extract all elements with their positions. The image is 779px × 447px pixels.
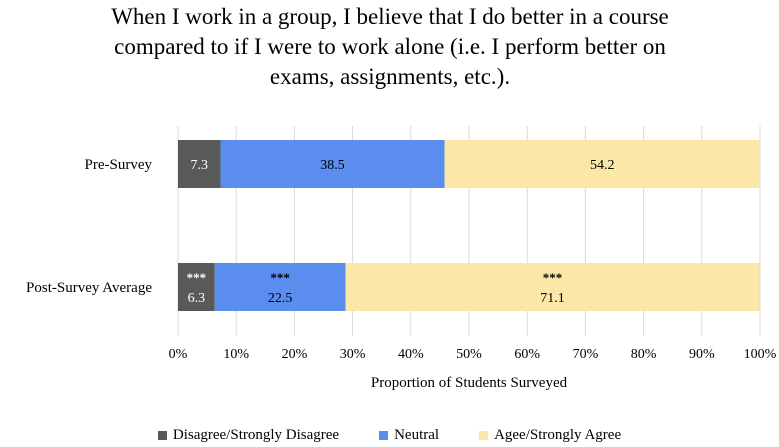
x-tick-label: 70% bbox=[573, 347, 599, 362]
bar-segment bbox=[178, 263, 215, 311]
legend-swatch-agree bbox=[479, 431, 489, 440]
significance-marker: *** bbox=[270, 270, 290, 285]
significance-marker: *** bbox=[543, 270, 563, 285]
legend-label-agree: Agee/Strongly Agree bbox=[494, 427, 622, 443]
legend: Disagree/Strongly Disagree Neutral Agee/… bbox=[0, 427, 779, 444]
bar-segment bbox=[220, 140, 445, 188]
legend-item-neutral: Neutral bbox=[379, 427, 439, 444]
x-tick-label: 60% bbox=[514, 347, 540, 362]
bar-segment bbox=[178, 140, 221, 188]
legend-label-disagree: Disagree/Strongly Disagree bbox=[172, 427, 340, 443]
data-label: 38.5 bbox=[320, 158, 345, 173]
bar-segment bbox=[444, 140, 760, 188]
legend-label-neutral: Neutral bbox=[394, 427, 440, 443]
legend-item-agree: Agee/Strongly Agree bbox=[479, 427, 621, 444]
x-tick-label: 20% bbox=[282, 347, 308, 362]
x-tick-label: 50% bbox=[456, 347, 482, 362]
chart-title-line-2: compared to if I were to work alone (i.e… bbox=[114, 34, 666, 59]
legend-swatch-neutral bbox=[379, 431, 389, 440]
significance-marker: *** bbox=[187, 270, 207, 285]
x-tick-label: 0% bbox=[169, 347, 188, 362]
category-label: Post-Survey Average bbox=[26, 280, 152, 296]
data-label: 71.1 bbox=[540, 291, 565, 306]
data-label: 54.2 bbox=[590, 158, 615, 173]
x-axis-label: Proportion of Students Surveyed bbox=[370, 375, 568, 391]
chart-title-line-3: exams, assignments, etc.). bbox=[269, 64, 511, 89]
bar-segment bbox=[345, 263, 760, 311]
chart-title-line-1: When I work in a group, I believe that I… bbox=[111, 4, 669, 29]
bar-segment bbox=[214, 263, 346, 311]
data-label: 7.3 bbox=[190, 158, 208, 173]
x-tick-label: 90% bbox=[689, 347, 715, 362]
x-tick-label: 80% bbox=[631, 347, 657, 362]
x-tick-label: 10% bbox=[223, 347, 249, 362]
legend-item-disagree: Disagree/Strongly Disagree bbox=[157, 427, 340, 444]
x-tick-label: 40% bbox=[398, 347, 424, 362]
category-label: Pre-Survey bbox=[85, 157, 153, 173]
data-label: 22.5 bbox=[268, 291, 293, 306]
data-label: 6.3 bbox=[188, 291, 206, 306]
legend-swatch-disagree bbox=[157, 431, 167, 440]
x-tick-label: 30% bbox=[340, 347, 366, 362]
x-tick-label: 100% bbox=[744, 347, 777, 362]
chart-title: When I work in a group, I believe that I… bbox=[60, 2, 720, 92]
